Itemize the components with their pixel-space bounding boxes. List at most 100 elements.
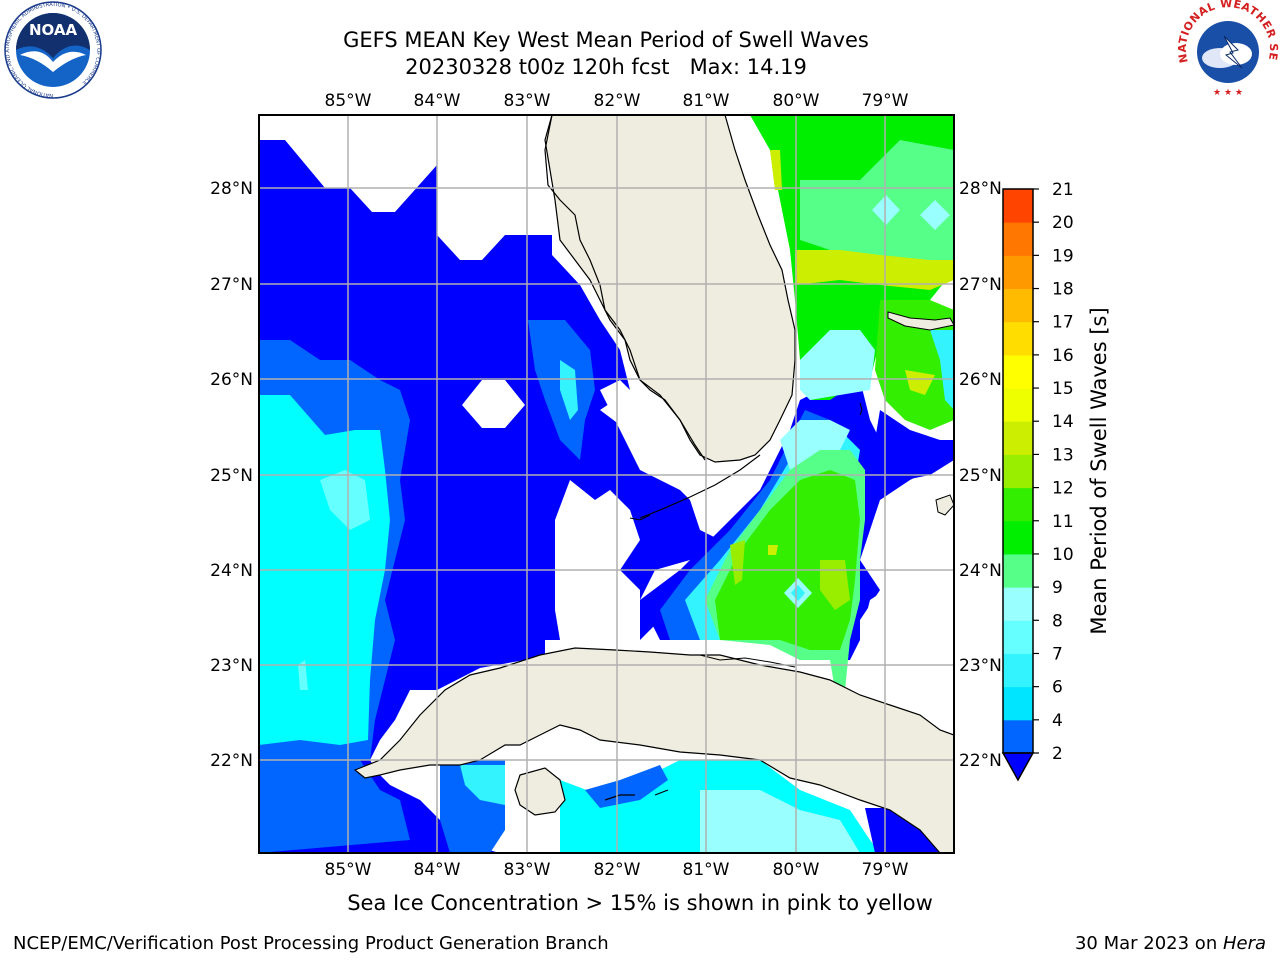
colorbar-segment [1003, 421, 1033, 455]
land-andros-bit [935, 494, 954, 516]
lat-labels-left: 28°N 27°N 26°N 25°N 24°N 23°N 22°N [210, 179, 253, 771]
lon-label: 82°W [594, 91, 641, 111]
svg-text:★ ★ ★: ★ ★ ★ [1213, 88, 1243, 98]
graticule [259, 115, 954, 853]
lat-label: 24°N [959, 561, 1002, 581]
colorbar-segment [1003, 189, 1033, 223]
map-field [259, 115, 954, 853]
gulf-lightcyan-west [320, 470, 370, 530]
colorbar-tick-label: 13 [1052, 445, 1074, 465]
lat-label: 23°N [959, 656, 1002, 676]
gulf-cyan-mid [560, 360, 578, 420]
colorbar-tick-label: 17 [1052, 313, 1074, 333]
lat-labels-right: 28°N 27°N 26°N 25°N 24°N 23°N 22°N [959, 179, 1002, 771]
gulf-blank-4 [555, 570, 640, 640]
atlantic-lightcyan-2 [920, 200, 950, 230]
lon-label: 84°W [414, 860, 461, 880]
colorbar-segment [1003, 255, 1033, 290]
colorbar-tick-label: 16 [1052, 346, 1074, 366]
cuba-south-cays-2 [654, 789, 669, 796]
atlantic-yellow-band [795, 250, 954, 290]
bahamas-islet [859, 402, 863, 416]
land-florida [544, 115, 796, 463]
colorbar-segment [1003, 222, 1033, 256]
lon-label: 83°W [504, 860, 551, 880]
colorbar-tick-label: 19 [1052, 246, 1074, 266]
gulf-lightcyan-west2 [298, 660, 308, 690]
colorbar-segment [1003, 620, 1033, 654]
south-lightcyan [700, 790, 860, 853]
south-lightblue [259, 760, 410, 853]
colorbar-segment [1003, 487, 1033, 522]
land-cuba [353, 647, 954, 853]
lon-label: 82°W [594, 860, 641, 880]
south-blue-east [865, 808, 940, 853]
lon-label: 85°W [325, 860, 372, 880]
footer-date: 30 Mar 2023 on Hera [1075, 933, 1266, 954]
lat-label: 22°N [210, 751, 253, 771]
colorbar-tick-label: 21 [1052, 180, 1074, 200]
colorbar-tick-label: 18 [1052, 280, 1074, 300]
lat-label: 28°N [959, 179, 1002, 199]
colorbar-tick-label: 4 [1052, 711, 1063, 731]
colorbar-segment [1003, 686, 1033, 721]
lat-label: 23°N [210, 656, 253, 676]
colorbar-segment [1003, 354, 1033, 389]
lon-label: 85°W [325, 91, 372, 111]
footer-credit: NCEP/EMC/Verification Post Processing Pr… [13, 933, 609, 954]
colorbar-segment [1003, 454, 1033, 489]
noaa-logo-text: NOAA [29, 21, 78, 39]
colorbar-label: Mean Period of Swell Waves [s] [1087, 307, 1111, 634]
colorbar-tick-label: 12 [1052, 479, 1074, 499]
colorbar-segment [1003, 388, 1033, 422]
atlantic-cyan-band [800, 330, 875, 400]
chart-title: GEFS MEAN Key West Mean Period of Swell … [256, 27, 956, 81]
lat-label: 27°N [210, 275, 253, 295]
lon-label: 79°W [862, 860, 909, 880]
lon-label: 80°W [773, 91, 820, 111]
colorbar-tick-label: 8 [1052, 611, 1063, 631]
straits-yellowgreen2 [820, 560, 850, 610]
florida-keys [639, 454, 761, 519]
colorbar-tick-label: 14 [1052, 412, 1074, 432]
lon-label: 81°W [683, 860, 730, 880]
straits-green-bright [715, 470, 860, 650]
florida-west-coast [544, 115, 706, 461]
colorbar-tick-label: 6 [1052, 678, 1063, 698]
lat-label: 25°N [959, 466, 1002, 486]
colorbar-segment [1003, 520, 1033, 555]
colorbar-tick-label: 20 [1052, 213, 1074, 233]
colorbar [1003, 189, 1033, 754]
title-line-2: 20230328 t00z 120h fcst Max: 14.19 [405, 55, 807, 79]
colorbar-segment [1003, 553, 1033, 588]
footer-date-text: 30 Mar 2023 on [1074, 933, 1223, 954]
colorbar-tick-label: 10 [1052, 545, 1074, 565]
lon-label: 84°W [414, 91, 461, 111]
atlantic-yellow-top [770, 150, 782, 190]
florida-keys-2 [629, 514, 651, 521]
lon-label: 79°W [862, 91, 909, 111]
lat-label: 27°N [959, 275, 1002, 295]
colorbar-tick-label: 2 [1052, 744, 1063, 764]
colorbar-ticks: 2 4 6 7 8 9 10 11 12 13 14 15 16 17 18 19 20 21 [1033, 180, 1074, 764]
noaa-logo: NOAA NATIONAL OCEANIC AND ATMOSPHERIC AD… [3, 0, 103, 100]
straits-cyan-eye-inner [791, 585, 805, 601]
colorbar-segment [1003, 653, 1033, 688]
straits-lightcyan [780, 420, 850, 470]
atlantic-cyan-east [930, 330, 954, 410]
atlantic-blue-east [875, 410, 954, 480]
lon-labels-bottom: 85°W 84°W 83°W 82°W 81°W 80°W 79°W [325, 860, 909, 880]
footer-machine: Hera [1222, 933, 1266, 954]
title-line-1: GEFS MEAN Key West Mean Period of Swell … [343, 28, 869, 52]
lat-label: 26°N [210, 370, 253, 390]
colorbar-segment [1003, 587, 1033, 621]
lat-label: 24°N [210, 561, 253, 581]
gulf-blank-3 [600, 380, 700, 490]
south-blue-mid [585, 765, 668, 808]
sea-ice-note: Sea Ice Concentration > 15% is shown in … [347, 891, 933, 915]
colorbar-segment [1003, 288, 1033, 323]
cuba-north-cays [699, 654, 796, 668]
lon-label: 83°W [504, 91, 551, 111]
lat-label: 28°N [210, 179, 253, 199]
